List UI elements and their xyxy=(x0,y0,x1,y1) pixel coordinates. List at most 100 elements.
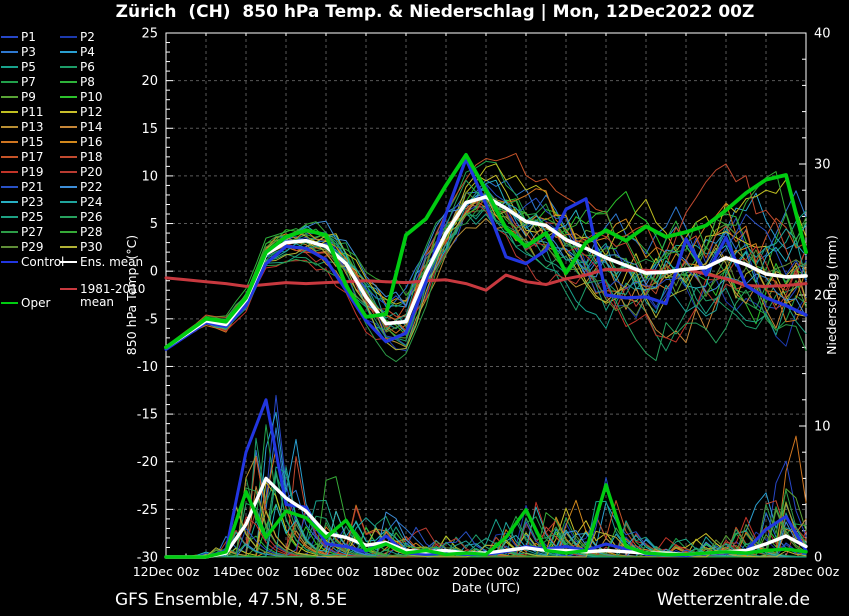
legend-item-p17-label: P17 xyxy=(21,149,44,164)
legend-item-ens-mean: Ens. mean xyxy=(60,255,143,269)
legend-item-p28-swatch xyxy=(60,231,77,233)
legend-item-p20-swatch xyxy=(60,171,77,173)
y-left-tick-label: 25 xyxy=(141,27,158,42)
y-left-tick-label: 15 xyxy=(141,122,158,137)
legend-item-1981-2010-mean-swatch xyxy=(60,288,77,290)
legend-item-p11-label: P11 xyxy=(21,104,44,119)
x-axis-title: Date (UTC) xyxy=(452,580,520,595)
member-temp-line-p25 xyxy=(165,212,807,349)
legend-item-p30-label: P30 xyxy=(80,239,103,254)
legend-item-p30: P30 xyxy=(60,240,103,254)
legend-item-oper-swatch xyxy=(1,302,18,304)
legend-item-p27: P27 xyxy=(1,225,44,239)
legend-item-p9-label: P9 xyxy=(21,89,36,104)
x-tick-label: 12Dec 00z xyxy=(133,564,200,579)
legend-item-p8-label: P8 xyxy=(80,74,95,89)
legend-item-p21-label: P21 xyxy=(21,179,44,194)
x-tick-label: 22Dec 00z xyxy=(533,564,600,579)
legend-item-p16-swatch xyxy=(60,141,77,143)
legend-item-p13-label: P13 xyxy=(21,119,44,134)
legend-item-p22-label: P22 xyxy=(80,179,103,194)
legend-item-p26-swatch xyxy=(60,216,77,218)
legend-item-p15: P15 xyxy=(1,135,44,149)
legend-item-p9-swatch xyxy=(1,96,18,98)
legend-item-p4-swatch xyxy=(60,51,77,53)
footer-model-info: GFS Ensemble, 47.5N, 8.5E xyxy=(115,590,348,610)
y-left-tick-label: -25 xyxy=(137,503,158,518)
legend-item-p15-swatch xyxy=(1,141,18,143)
y-left-tick-label: 20 xyxy=(141,74,158,89)
legend-item-p12: P12 xyxy=(60,105,103,119)
legend-item-p26-label: P26 xyxy=(80,209,103,224)
ens-mean-temp-line xyxy=(164,195,808,350)
legend-item-p21-swatch xyxy=(1,186,18,188)
legend-item-ens-mean-swatch xyxy=(60,261,77,263)
y-right-tick-label: 0 xyxy=(814,551,822,566)
legend-item-p25: P25 xyxy=(1,210,44,224)
legend-item-p24-label: P24 xyxy=(80,194,103,209)
legend-item-p6-swatch xyxy=(60,66,77,68)
member-temp-line-p26 xyxy=(165,179,807,362)
legend-item-p3-swatch xyxy=(1,51,18,53)
legend-item-p25-swatch xyxy=(1,216,18,218)
axis-labels: 25 20 15 10 5 0 -5 -10 -15 -20 -25 -30 0 10 20 30 40 12De… xyxy=(124,27,840,596)
legend-item-p1-label: P1 xyxy=(21,29,36,44)
legend-item-p6: P6 xyxy=(60,60,95,74)
legend-item-control-swatch xyxy=(1,261,18,263)
legend-item-p3: P3 xyxy=(1,45,36,59)
y-left-tick-label: -10 xyxy=(137,360,158,375)
y-left-tick-label: 5 xyxy=(150,217,158,232)
oper-precip-line xyxy=(164,483,808,559)
y-left-tick-label: -30 xyxy=(137,551,158,566)
member-temp-line-p11 xyxy=(165,163,807,348)
legend-item-p5-label: P5 xyxy=(21,59,36,74)
legend-item-p24: P24 xyxy=(60,195,103,209)
legend-item-p28: P28 xyxy=(60,225,103,239)
legend-item-p10-swatch xyxy=(60,96,77,98)
legend-item-p23: P23 xyxy=(1,195,44,209)
legend-item-p12-label: P12 xyxy=(80,104,103,119)
legend-item-p27-label: P27 xyxy=(21,224,44,239)
y-left-tick-label: -20 xyxy=(137,455,158,470)
y-right-axis-title: Niederschlag (mm) xyxy=(824,235,839,355)
legend-item-p18-label: P18 xyxy=(80,149,103,164)
legend-item-p2: P2 xyxy=(60,30,95,44)
x-tick-label: 18Dec 00z xyxy=(373,564,440,579)
legend-item-p25-label: P25 xyxy=(21,209,44,224)
legend-item-p11-swatch xyxy=(1,111,18,113)
x-tick-label: 14Dec 00z xyxy=(213,564,280,579)
legend-item-p14-swatch xyxy=(60,126,77,128)
legend-item-p19-swatch xyxy=(1,171,18,173)
y-right-tick-label: 20 xyxy=(814,289,831,304)
legend-item-p28-label: P28 xyxy=(80,224,103,239)
legend-item-p7: P7 xyxy=(1,75,36,89)
y-left-tick-label: -5 xyxy=(145,312,158,327)
oper-temp-line xyxy=(164,152,808,350)
legend-item-p14: P14 xyxy=(60,120,103,134)
legend-item-p5: P5 xyxy=(1,60,36,74)
legend-item-ens-mean-label: Ens. mean xyxy=(80,254,144,269)
legend-item-p14-label: P14 xyxy=(80,119,103,134)
y-right-tick-label: 30 xyxy=(814,158,831,173)
legend-item-p18-swatch xyxy=(60,156,77,158)
member-precip-line-p25 xyxy=(165,473,807,558)
x-tick-label: 20Dec 00z xyxy=(453,564,520,579)
legend-item-1981-2010-mean: 1981-2010 mean xyxy=(60,283,145,309)
legend-item-p21: P21 xyxy=(1,180,44,194)
legend-item-p11: P11 xyxy=(1,105,44,119)
legend-item-p23-label: P23 xyxy=(21,194,44,209)
main-series-lines xyxy=(164,152,808,559)
legend-item-p16-label: P16 xyxy=(80,134,103,149)
legend-item-p16: P16 xyxy=(60,135,103,149)
legend-item-p2-label: P2 xyxy=(80,29,95,44)
ensemble-legend: P1 P2 P3 P4 P5 P6 P7 P8 P9 P10 P11 P12 P13 P14 P15 P16 P… xyxy=(0,0,164,330)
legend-item-p27-swatch xyxy=(1,231,18,233)
legend-item-p4-label: P4 xyxy=(80,44,95,59)
legend-item-p4: P4 xyxy=(60,45,95,59)
legend-item-p10-label: P10 xyxy=(80,89,103,104)
legend-item-p5-swatch xyxy=(1,66,18,68)
legend-item-p29-swatch xyxy=(1,246,18,248)
legend-item-p18: P18 xyxy=(60,150,103,164)
